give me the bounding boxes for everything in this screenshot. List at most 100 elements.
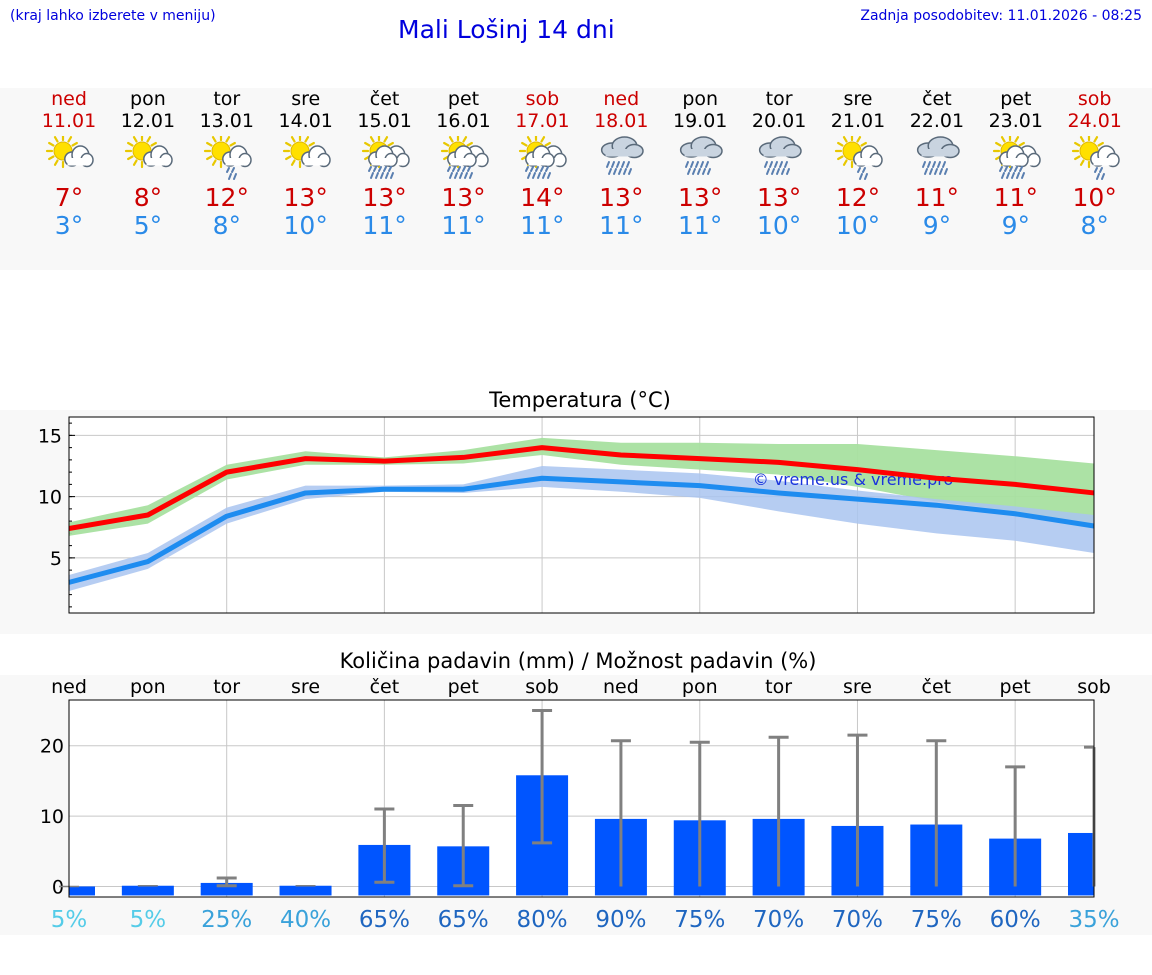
temp-max: 10° bbox=[1072, 183, 1117, 212]
precip-day-label: tor bbox=[765, 676, 792, 698]
precip-probability-label: 80% bbox=[517, 907, 568, 933]
day-name: ned bbox=[603, 88, 640, 110]
precip-day-label: ned bbox=[51, 676, 87, 698]
day-name: čet bbox=[922, 88, 952, 110]
temp-min: 9° bbox=[1001, 211, 1030, 240]
temp-max: 13° bbox=[599, 183, 644, 212]
temp-min: 9° bbox=[922, 211, 952, 240]
precip-error-bar bbox=[689, 740, 710, 887]
precip-bar bbox=[279, 885, 332, 896]
temp-band-max bbox=[69, 437, 1094, 536]
precip-day-label: tor bbox=[213, 676, 240, 698]
cloud-rain-icon bbox=[680, 136, 723, 175]
temp-min: 11° bbox=[362, 211, 407, 240]
temp-max: 13° bbox=[441, 183, 486, 212]
precip-error-bar bbox=[453, 804, 474, 888]
precip-day-label: čet bbox=[370, 676, 400, 698]
temp-min: 10° bbox=[835, 211, 881, 240]
day-name: tor bbox=[765, 88, 793, 110]
temp-ytick-label: 5 bbox=[50, 548, 62, 570]
day-column: sob 17.01 14° 11° bbox=[502, 88, 582, 240]
precip-day-label: pet bbox=[448, 676, 479, 698]
temp-max: 12° bbox=[835, 183, 881, 212]
temp-chart-title: Temperatura (°C) bbox=[488, 388, 671, 412]
day-date: 20.01 bbox=[751, 110, 807, 132]
day-date: 14.01 bbox=[278, 110, 333, 132]
precip-day-label: sre bbox=[291, 676, 320, 698]
temp-max: 12° bbox=[204, 183, 249, 212]
day-name: sre bbox=[843, 88, 873, 110]
precip-probability-label: 70% bbox=[753, 907, 804, 933]
temp-line-max bbox=[68, 445, 1095, 531]
day-date: 18.01 bbox=[594, 110, 649, 132]
sun-light-rain-icon bbox=[203, 136, 252, 180]
temp-line-min bbox=[68, 475, 1095, 585]
precip-error-bar bbox=[926, 739, 947, 887]
precip-probability-label: 40% bbox=[280, 907, 331, 933]
temp-max: 13° bbox=[283, 183, 328, 212]
day-name: pet bbox=[1000, 88, 1032, 110]
temp-min: 10° bbox=[283, 211, 328, 240]
precip-plot-frame bbox=[68, 699, 1095, 898]
temp-max: 11° bbox=[914, 183, 960, 212]
sun-cloud-icon bbox=[124, 136, 173, 169]
temp-min: 8° bbox=[1080, 211, 1109, 240]
day-date: 17.01 bbox=[515, 110, 570, 132]
precip-day-label: pon bbox=[682, 676, 718, 698]
sun-cloud-icon bbox=[282, 136, 331, 169]
day-name: sre bbox=[291, 88, 321, 110]
precip-error-bar bbox=[847, 733, 868, 887]
day-column: pon 12.01 8° 5° bbox=[108, 88, 188, 240]
temp-max: 11° bbox=[993, 183, 1038, 212]
precip-error-bar bbox=[610, 739, 631, 887]
last-update: Zadnja posodobitev: 11.01.2026 - 08:25 bbox=[860, 8, 1142, 24]
day-name: sob bbox=[1077, 88, 1112, 110]
cloud-rain-icon bbox=[916, 136, 960, 175]
precip-probability-label: 75% bbox=[911, 907, 962, 933]
precip-ytick-label: 20 bbox=[40, 736, 64, 758]
day-column: ned 11.01 7° 3° bbox=[29, 88, 109, 240]
precip-probability-label: 5% bbox=[51, 907, 88, 933]
day-column: ned 18.01 13° 11° bbox=[581, 88, 661, 240]
temp-ytick-label: 10 bbox=[38, 487, 62, 509]
cloud-rain-icon bbox=[601, 136, 645, 175]
precip-day-label: pet bbox=[1000, 676, 1031, 698]
day-date: 19.01 bbox=[672, 110, 728, 132]
temp-min: 5° bbox=[133, 211, 163, 240]
day-date: 11.01 bbox=[41, 110, 97, 132]
precip-ytick-label: 0 bbox=[52, 876, 64, 898]
day-column: sob 24.01 10° 8° bbox=[1055, 88, 1135, 240]
sun-cloud-icon bbox=[45, 136, 94, 169]
temp-max: 14° bbox=[520, 183, 565, 212]
day-name: ned bbox=[51, 88, 87, 110]
precip-day-label: sob bbox=[525, 676, 559, 698]
sun-cloud-heavy-rain-icon bbox=[361, 136, 410, 179]
precip-bar bbox=[69, 886, 95, 896]
temp-min: 3° bbox=[54, 211, 84, 240]
day-date: 21.01 bbox=[830, 110, 886, 132]
day-name: pon bbox=[130, 88, 166, 110]
precip-day-label: ned bbox=[603, 676, 639, 698]
day-date: 22.01 bbox=[909, 110, 965, 132]
temp-max: 13° bbox=[362, 183, 407, 212]
temp-min: 8° bbox=[212, 211, 241, 240]
day-date: 15.01 bbox=[357, 110, 412, 132]
precip-error-bar bbox=[374, 807, 395, 884]
menu-hint: (kraj lahko izberete v meniju) bbox=[10, 8, 216, 24]
day-column: tor 13.01 12° 8° bbox=[187, 88, 267, 240]
precip-probability-label: 5% bbox=[130, 907, 167, 933]
day-name: čet bbox=[369, 88, 400, 110]
day-column: tor 20.01 13° 10° bbox=[739, 88, 819, 240]
precip-ytick-label: 10 bbox=[40, 806, 64, 828]
temp-min: 11° bbox=[599, 211, 644, 240]
watermark: © vreme.us & vreme.pro bbox=[753, 470, 954, 489]
temp-max: 8° bbox=[133, 183, 163, 212]
precip-day-label: pon bbox=[130, 676, 166, 698]
sun-cloud-heavy-rain-icon bbox=[440, 136, 489, 179]
temp-plot-frame bbox=[68, 416, 1095, 614]
day-date: 13.01 bbox=[199, 110, 254, 132]
precip-probability-label: 70% bbox=[832, 907, 883, 933]
temp-max: 7° bbox=[54, 183, 84, 212]
forecast-band bbox=[0, 88, 1152, 270]
page-title: Mali Lošinj 14 dni bbox=[398, 15, 615, 44]
